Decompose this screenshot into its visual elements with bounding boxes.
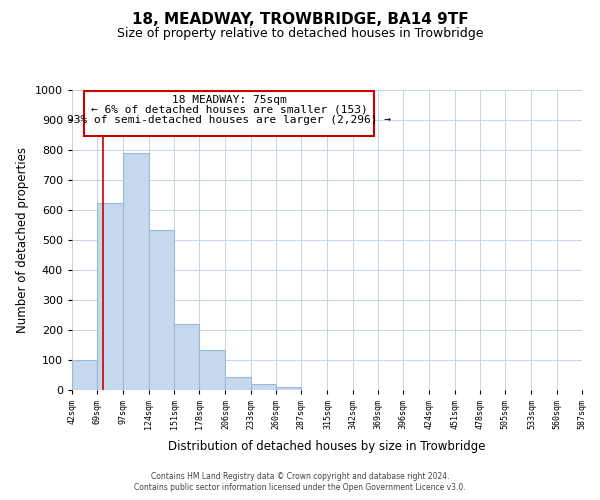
Bar (199, 350, 224, 390)
Bar (72, 360, 97, 390)
Bar (226, 376, 251, 390)
Text: 18 MEADWAY: 75sqm: 18 MEADWAY: 75sqm (172, 95, 287, 105)
Bar (251, 384, 276, 390)
Text: 93% of semi-detached houses are larger (2,296) →: 93% of semi-detached houses are larger (… (67, 114, 391, 124)
Bar (276, 387, 301, 390)
Text: ← 6% of detached houses are smaller (153): ← 6% of detached houses are smaller (153… (91, 104, 368, 115)
Text: 18, MEADWAY, TROWBRIDGE, BA14 9TF: 18, MEADWAY, TROWBRIDGE, BA14 9TF (131, 12, 469, 28)
Text: Size of property relative to detached houses in Trowbridge: Size of property relative to detached ho… (117, 28, 483, 40)
Bar (149, 230, 174, 390)
X-axis label: Distribution of detached houses by size in Trowbridge: Distribution of detached houses by size … (168, 440, 486, 453)
Text: Contains HM Land Registry data © Crown copyright and database right 2024.: Contains HM Land Registry data © Crown c… (151, 472, 449, 481)
Text: Contains public sector information licensed under the Open Government Licence v3: Contains public sector information licen… (134, 484, 466, 492)
Bar (97, 202, 122, 390)
Bar (174, 324, 199, 390)
Bar (124, 153, 149, 390)
Y-axis label: Number of detached properties: Number of detached properties (16, 147, 29, 333)
FancyBboxPatch shape (84, 91, 374, 136)
